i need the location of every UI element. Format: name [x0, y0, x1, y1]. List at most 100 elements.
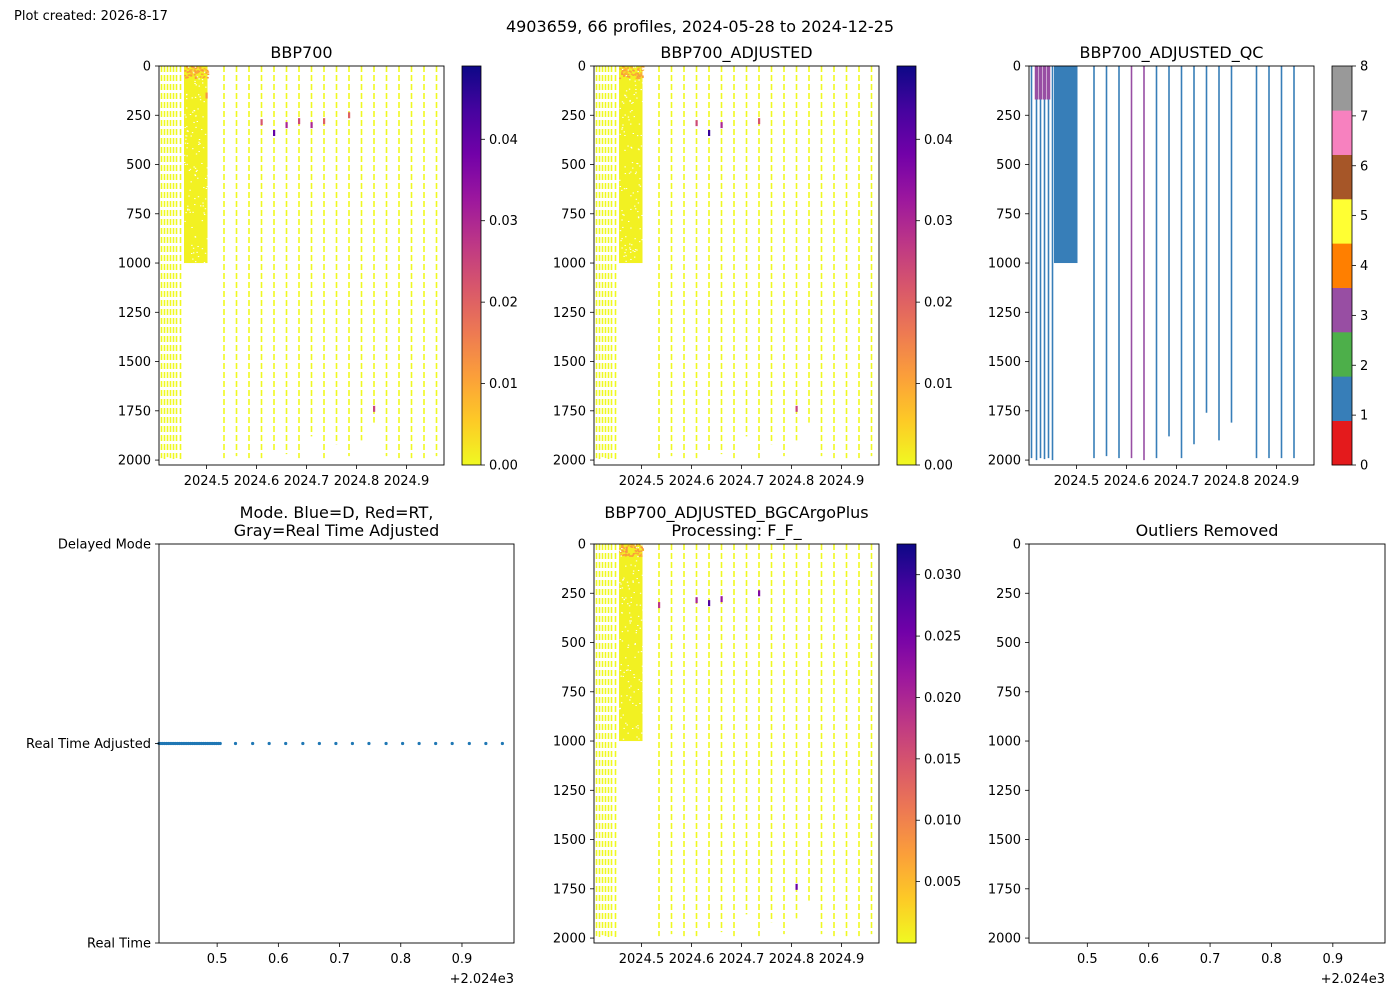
- bbp700_adjusted_bgcargoplus-gap: [621, 548, 623, 550]
- bbp700-gap: [185, 98, 188, 100]
- bbp700_adjusted_bgcargoplus-surface-speck: [638, 544, 641, 546]
- bbp700-gap: [201, 220, 204, 222]
- bbp700-gap: [186, 147, 188, 149]
- bbp700-surface-speck: [207, 71, 210, 73]
- bbp700_adjusted-gap: [633, 94, 635, 96]
- bbp700_adjusted-xtick-label: 2024.9: [819, 474, 865, 489]
- bbp700_adjusted-surface-speck: [626, 67, 629, 69]
- bbp700-ytick-label: 500: [126, 158, 151, 173]
- bbp700_adjusted_bgcargoplus-gap: [637, 569, 640, 571]
- bbp700-gap: [189, 189, 191, 191]
- bbp700_adjusted_bgcargoplus-gap: [636, 578, 638, 580]
- bbp700_adjusted-gap: [625, 75, 627, 77]
- bbp700_adjusted_bgcargoplus-gap: [620, 695, 623, 697]
- bbp700_adjusted-gap: [634, 66, 637, 68]
- bbp700_adjusted-surface-speck: [623, 73, 626, 76]
- bbp700-gap: [192, 252, 195, 254]
- bbp700-gap: [194, 66, 197, 68]
- outliers_removed-ytick-label: 1000: [988, 735, 1021, 750]
- mode-xtick-label: 0.8: [390, 952, 411, 967]
- bbp700-ytick-label: 1000: [118, 257, 151, 272]
- bbp700_adjusted-surface-speck: [621, 71, 624, 74]
- bbp700_adjusted_bgcargoplus-gap: [630, 564, 632, 566]
- bbp700-gap: [186, 135, 188, 137]
- bbp700_adjusted_bgcargoplus-surface-speck: [621, 546, 624, 548]
- bbp700_adjusted-gap: [623, 255, 625, 257]
- bbp700_adjusted_bgcargoplus-cb-tick-label: 0.010: [924, 814, 961, 829]
- bbp700_adjusted-gap: [622, 102, 625, 104]
- bbp700_adjusted_qc-xtick-label: 2024.5: [1054, 474, 1100, 489]
- bbp700_adjusted-gap: [623, 188, 626, 190]
- mode-point: [350, 741, 355, 746]
- bbp700-hotspot: [260, 119, 263, 126]
- bbp700_adjusted_bgcargoplus-ytick-label: 500: [561, 636, 586, 651]
- bbp700_adjusted_bgcargoplus-gap: [630, 685, 632, 687]
- bbp700_adjusted_bgcargoplus-gap: [635, 560, 638, 562]
- bbp700_adjusted-gap: [634, 205, 636, 207]
- bbp700_adjusted-surface-speck: [623, 66, 626, 69]
- bbp700_adjusted-gap: [637, 163, 639, 165]
- bbp700-surface-speck: [195, 66, 198, 69]
- bbp700_adjusted_bgcargoplus-gap: [634, 644, 636, 646]
- bbp700_adjusted-surface-speck: [632, 74, 635, 76]
- bbp700-gap: [201, 162, 203, 164]
- outliers_removed-ytick-label: 0: [1013, 538, 1021, 553]
- bbp700_adjusted_bgcargoplus-gap: [639, 702, 641, 704]
- bbp700_adjusted-gap: [630, 258, 632, 260]
- bbp700_adjusted-gap: [628, 88, 631, 90]
- mode-point: [267, 741, 271, 746]
- bbp700_adjusted-gap: [639, 178, 641, 180]
- bbp700_adjusted_bgcargoplus-gap: [641, 574, 644, 576]
- bbp700-gap: [195, 84, 197, 86]
- mode-title-line2: Gray=Real Time Adjusted: [234, 521, 440, 540]
- bbp700-gap: [189, 211, 191, 213]
- bbp700_adjusted_qc-ytick-label: 1500: [988, 355, 1021, 370]
- bbp700_adjusted_bgcargoplus-surface-speck: [635, 544, 638, 546]
- bbp700_adjusted-surface-speck: [619, 77, 622, 80]
- bbp700_adjusted_qc-ytick-label: 0: [1013, 60, 1021, 75]
- outliers_removed-x-offset-label: +2.024e3: [1321, 972, 1385, 987]
- bbp700_adjusted-hotspot: [758, 118, 761, 125]
- bbp700_adjusted-gap: [621, 68, 624, 70]
- bbp700_adjusted_bgcargoplus-surface-speck: [620, 551, 623, 554]
- bbp700-gap: [186, 163, 188, 165]
- bbp700-hotspot: [190, 68, 193, 75]
- bbp700-surface-speck: [194, 70, 197, 72]
- bbp700-gap: [190, 181, 192, 183]
- bbp700-gap: [196, 76, 199, 78]
- bbp700_adjusted_bgcargoplus-surface-speck: [638, 551, 641, 553]
- bbp700_adjusted-xtick-label: 2024.7: [719, 474, 765, 489]
- bbp700-gap: [194, 174, 196, 176]
- bbp700_adjusted_bgcargoplus-gap: [634, 565, 637, 567]
- bbp700_adjusted_bgcargoplus-gap: [634, 643, 636, 645]
- bbp700_adjusted-cb-tick-label: 0.04: [924, 133, 953, 148]
- bbp700-frame: [158, 65, 445, 466]
- bbp700_adjusted_bgcargoplus-xtick-label: 2024.9: [819, 952, 865, 967]
- bbp700-ytick-label: 0: [143, 60, 151, 75]
- bbp700_adjusted-gap: [636, 97, 638, 99]
- bbp700_adjusted_bgcargoplus-gap: [629, 622, 631, 624]
- bbp700_adjusted-gap: [632, 250, 634, 252]
- bbp700_adjusted-gap: [627, 69, 629, 71]
- bbp700_adjusted_bgcargoplus-gap: [640, 651, 643, 653]
- bbp700-gap: [192, 111, 194, 113]
- bbp700_adjusted-gap: [631, 102, 633, 104]
- bbp700_adjusted_bgcargoplus-gap: [630, 601, 632, 603]
- bbp700-gap: [193, 110, 196, 112]
- bbp700_adjusted-ytick-label: 0: [578, 60, 586, 75]
- bbp700-gap: [199, 143, 201, 145]
- bbp700_adjusted_bgcargoplus-cb-tick-label: 0.015: [924, 752, 961, 767]
- bbp700_adjusted-gap: [635, 171, 637, 173]
- bbp700_adjusted_bgcargoplus-xtick-label: 2024.6: [669, 952, 715, 967]
- bbp700_adjusted-gap: [635, 92, 637, 94]
- bbp700_adjusted_qc-xtick-label: 2024.9: [1254, 474, 1300, 489]
- bbp700_adjusted-gap: [630, 195, 632, 197]
- bbp700-gap: [196, 120, 199, 122]
- bbp700_adjusted-gap: [627, 145, 629, 147]
- bbp700_adjusted_bgcargoplus-surface-speck: [642, 548, 645, 550]
- bbp700-gap: [194, 96, 197, 98]
- bbp700-gap: [201, 82, 204, 84]
- bbp700_adjusted_bgcargoplus-gap: [633, 691, 635, 693]
- bbp700_adjusted_qc-ytick-label: 250: [996, 109, 1021, 124]
- bbp700_adjusted_bgcargoplus-gap: [632, 727, 634, 729]
